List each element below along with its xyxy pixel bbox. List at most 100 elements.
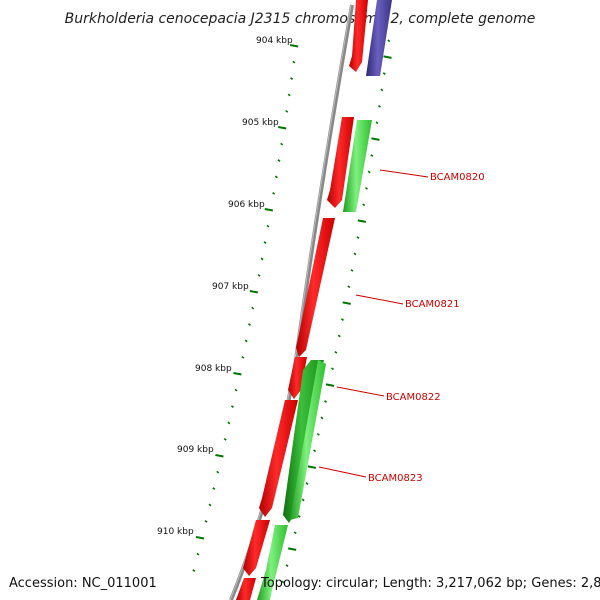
gene-arrow <box>259 400 298 517</box>
minor-tick <box>382 72 386 75</box>
minor-tick <box>334 350 338 354</box>
major-tick <box>289 44 299 48</box>
outer-tick-track <box>281 39 392 584</box>
accession-text: Accession: NC_011001 <box>9 576 157 591</box>
minor-tick <box>377 104 381 108</box>
gene-leader-line <box>318 466 367 478</box>
gene-label-bcam0823: BCAM0823 <box>368 473 423 484</box>
major-tick <box>215 454 224 458</box>
minor-tick <box>248 323 251 326</box>
minor-tick <box>375 121 379 125</box>
topology-text: Topology: circular; Length: 3,217,062 bp… <box>260 576 600 591</box>
minor-tick <box>212 487 216 490</box>
gene-arrow <box>290 360 326 520</box>
minor-tick <box>260 257 264 261</box>
minor-tick <box>204 519 208 523</box>
gene-label-bcam0822: BCAM0822 <box>386 392 441 403</box>
major-tick <box>278 126 287 130</box>
minor-tick <box>263 241 267 244</box>
kbp-label: 907 kbp <box>212 282 249 292</box>
minor-tick <box>192 569 196 572</box>
kbp-label: 908 kbp <box>195 364 232 374</box>
minor-tick <box>347 285 351 289</box>
minor-tick <box>227 421 231 425</box>
other-genes <box>366 0 392 76</box>
major-tick <box>233 372 242 376</box>
gene-arrow <box>243 520 270 576</box>
minor-tick <box>331 367 334 371</box>
minor-tick <box>251 306 255 310</box>
minor-tick <box>230 405 234 408</box>
minor-tick <box>293 531 297 535</box>
gene-leader-line <box>355 294 404 305</box>
minor-tick <box>316 432 320 436</box>
minor-tick <box>285 109 289 113</box>
gene-arrow <box>343 120 372 212</box>
minor-tick <box>287 93 291 97</box>
minor-tick <box>292 60 296 64</box>
minor-tick <box>364 186 368 190</box>
inner-tick-track <box>192 44 299 572</box>
minor-tick <box>320 416 324 420</box>
minor-tick <box>380 88 384 92</box>
minor-tick <box>244 339 248 343</box>
gene-arrow <box>327 117 354 208</box>
minor-tick <box>370 154 374 157</box>
kbp-label: 910 kbp <box>157 527 194 537</box>
major-tick <box>264 208 273 212</box>
kbp-label: 905 kbp <box>242 118 279 128</box>
kbp-label: 906 kbp <box>228 200 265 210</box>
minor-tick <box>367 170 371 174</box>
minor-tick <box>281 580 285 584</box>
major-tick <box>287 547 297 551</box>
gene-label-bcam0820: BCAM0820 <box>430 172 485 183</box>
minor-tick <box>285 564 289 567</box>
major-tick <box>383 55 392 59</box>
minor-tick <box>266 224 270 228</box>
major-tick <box>342 301 351 305</box>
major-tick <box>307 465 317 469</box>
map-title: Burkholderia cenocepacia J2315 chromosom… <box>65 11 536 27</box>
minor-tick <box>257 273 261 277</box>
major-tick <box>325 383 335 387</box>
kbp-label: 904 kbp <box>256 36 293 46</box>
forward-strand-genes <box>236 0 368 600</box>
minor-tick <box>223 437 227 441</box>
minor-tick <box>353 252 357 256</box>
gene-arrow <box>349 0 368 72</box>
reverse-strand-genes <box>257 120 372 600</box>
gene-leader-line <box>379 169 429 178</box>
minor-tick <box>216 470 220 474</box>
gene-arrow <box>257 525 288 600</box>
major-tick <box>371 137 380 141</box>
minor-tick <box>280 142 284 146</box>
minor-tick <box>350 268 354 272</box>
minor-tick <box>301 498 305 502</box>
major-tick <box>357 219 367 223</box>
minor-tick <box>274 175 278 179</box>
gene-label-bcam0821: BCAM0821 <box>405 299 460 310</box>
minor-tick <box>290 77 294 80</box>
gene-arrow <box>366 0 392 76</box>
gene-arrow <box>296 218 335 357</box>
minor-tick <box>297 514 301 518</box>
minor-tick <box>241 355 245 359</box>
gene-labels: BCAM0820 BCAM0821 BCAM0822 BCAM0823 <box>318 169 485 484</box>
major-tick <box>249 290 259 294</box>
minor-tick <box>196 552 200 556</box>
minor-tick <box>340 318 344 321</box>
minor-tick <box>272 191 276 195</box>
minor-tick <box>387 39 391 43</box>
minor-tick <box>362 203 366 207</box>
gene-arrow <box>236 578 256 600</box>
kbp-label: 909 kbp <box>177 445 214 455</box>
minor-tick <box>234 388 238 392</box>
minor-tick <box>305 482 309 485</box>
minor-tick <box>356 236 360 239</box>
minor-tick <box>324 400 327 403</box>
minor-tick <box>337 334 341 338</box>
major-tick <box>195 536 205 540</box>
minor-tick <box>277 159 281 162</box>
kbp-scale: 904 kbp 905 kbp 906 kbp 907 kbp 908 kbp … <box>157 36 293 537</box>
